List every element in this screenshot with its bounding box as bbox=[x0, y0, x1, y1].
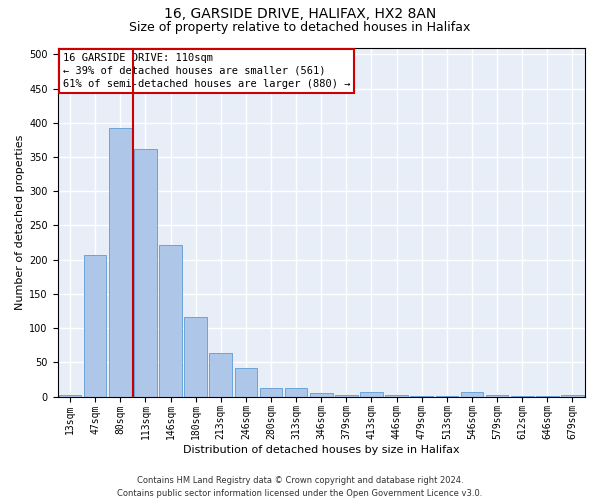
Bar bbox=[385, 395, 408, 396]
Bar bbox=[84, 255, 106, 396]
Bar bbox=[134, 149, 157, 396]
Bar bbox=[260, 388, 283, 396]
Text: Size of property relative to detached houses in Halifax: Size of property relative to detached ho… bbox=[130, 21, 470, 34]
Text: 16, GARSIDE DRIVE, HALIFAX, HX2 8AN: 16, GARSIDE DRIVE, HALIFAX, HX2 8AN bbox=[164, 8, 436, 22]
Bar bbox=[335, 395, 358, 396]
Bar bbox=[310, 393, 332, 396]
Y-axis label: Number of detached properties: Number of detached properties bbox=[15, 134, 25, 310]
Bar bbox=[109, 128, 131, 396]
Bar bbox=[486, 395, 508, 396]
Bar bbox=[461, 392, 483, 396]
Text: Contains HM Land Registry data © Crown copyright and database right 2024.
Contai: Contains HM Land Registry data © Crown c… bbox=[118, 476, 482, 498]
Bar bbox=[561, 395, 584, 396]
X-axis label: Distribution of detached houses by size in Halifax: Distribution of detached houses by size … bbox=[183, 445, 460, 455]
Bar bbox=[159, 244, 182, 396]
Bar bbox=[235, 368, 257, 396]
Text: 16 GARSIDE DRIVE: 110sqm
← 39% of detached houses are smaller (561)
61% of semi-: 16 GARSIDE DRIVE: 110sqm ← 39% of detach… bbox=[63, 52, 350, 89]
Bar bbox=[209, 354, 232, 397]
Bar bbox=[360, 392, 383, 396]
Bar bbox=[285, 388, 307, 396]
Bar bbox=[59, 394, 82, 396]
Bar bbox=[184, 317, 207, 396]
